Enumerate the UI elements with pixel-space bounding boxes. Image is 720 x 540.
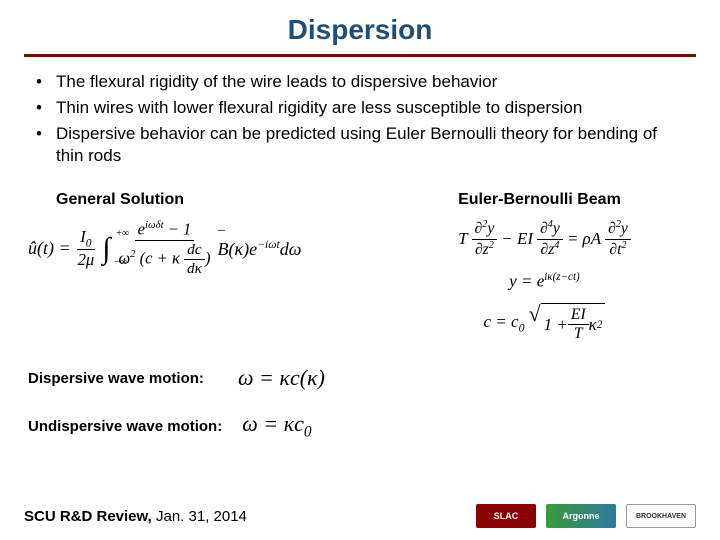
- phase-velocity-formula: c = c0 √ 1 + EIT κ2: [397, 303, 692, 343]
- bullet-item: Dispersive behavior can be predicted usi…: [56, 123, 684, 167]
- footer-text: SCU R&D Review, Jan. 31, 2014: [24, 508, 476, 525]
- math-row: General Solution û(t) = I02μ ∫+∞−∞ eiωδt…: [0, 191, 720, 343]
- title-rule: [24, 54, 696, 57]
- slac-logo: SLAC: [476, 504, 536, 528]
- general-solution-formula: û(t) = I02μ ∫+∞−∞ eiωδt − 1 ω2 (c + κ dc…: [28, 219, 397, 278]
- euler-bernoulli-heading: Euler-Bernoulli Beam: [387, 191, 692, 209]
- brookhaven-logo: BROOKHAVEN: [626, 504, 696, 528]
- bullet-list: The flexural rigidity of the wire leads …: [0, 71, 720, 167]
- dispersive-formula: ω = κc(κ): [238, 365, 325, 391]
- page-title: Dispersion: [0, 0, 720, 54]
- undispersive-row: Undispersive wave motion: ω = κc0: [28, 411, 720, 441]
- footer-venue: SCU R&D Review,: [24, 508, 152, 525]
- footer: SCU R&D Review, Jan. 31, 2014 SLAC Argon…: [0, 504, 720, 528]
- general-solution-heading: General Solution: [56, 191, 397, 209]
- footer-date-value: Jan. 31, 2014: [156, 508, 247, 525]
- bullet-item: The flexural rigidity of the wire leads …: [56, 71, 684, 93]
- dispersive-label: Dispersive wave motion:: [28, 370, 218, 387]
- argonne-logo: Argonne: [546, 504, 616, 528]
- plane-wave-formula: y = eiκ(z−ct): [397, 271, 692, 292]
- wave-motion-section: Dispersive wave motion: ω = κc(κ) Undisp…: [0, 365, 720, 441]
- undispersive-formula: ω = κc0: [242, 411, 311, 441]
- bullet-item: Thin wires with lower flexural rigidity …: [56, 97, 684, 119]
- euler-bernoulli-column: Euler-Bernoulli Beam T ∂2y∂z2 − EI ∂4y∂z…: [397, 191, 692, 343]
- dispersive-row: Dispersive wave motion: ω = κc(κ): [28, 365, 720, 391]
- general-solution-column: General Solution û(t) = I02μ ∫+∞−∞ eiωδt…: [28, 191, 397, 343]
- beam-equation-formula: T ∂2y∂z2 − EI ∂4y∂z4 = ρA ∂2y∂t2: [397, 219, 692, 258]
- undispersive-label: Undispersive wave motion:: [28, 418, 222, 435]
- footer-logos: SLAC Argonne BROOKHAVEN: [476, 504, 696, 528]
